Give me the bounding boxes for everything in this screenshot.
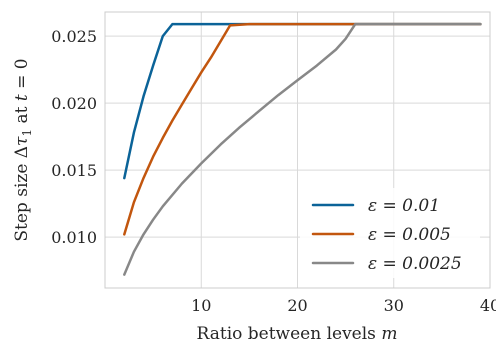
series-line-1 — [123, 22, 482, 236]
y-tick-label: 0.010 — [51, 228, 97, 247]
x-tick-label: 20 — [287, 296, 307, 315]
legend-label-2: ε = 0.0025 — [368, 254, 462, 274]
y-tick-label: 0.020 — [51, 94, 97, 113]
x-tick-label: 30 — [384, 296, 404, 315]
x-tick-label: 10 — [191, 296, 211, 315]
y-tick-label: 0.015 — [51, 161, 97, 180]
y-tick-label: 0.025 — [51, 27, 97, 46]
legend-label-1: ε = 0.005 — [368, 225, 451, 245]
x-axis-label: Ratio between levels m — [197, 324, 398, 344]
series-line-2 — [123, 22, 482, 276]
y-axis-label: Step size Δτ1 at t = 0 — [12, 58, 34, 241]
plot-frame — [104, 11, 491, 289]
tick-labels: 10 20 30 40 0.010 0.015 0.020 0.025 — [51, 27, 496, 315]
x-tick-label: 40 — [480, 296, 496, 315]
legend-box — [300, 188, 480, 278]
legend: ε = 0.01 ε = 0.005 ε = 0.0025 — [300, 188, 480, 278]
series-line-0 — [123, 22, 482, 180]
legend-label-0: ε = 0.01 — [368, 196, 440, 216]
series-layer — [123, 22, 482, 276]
